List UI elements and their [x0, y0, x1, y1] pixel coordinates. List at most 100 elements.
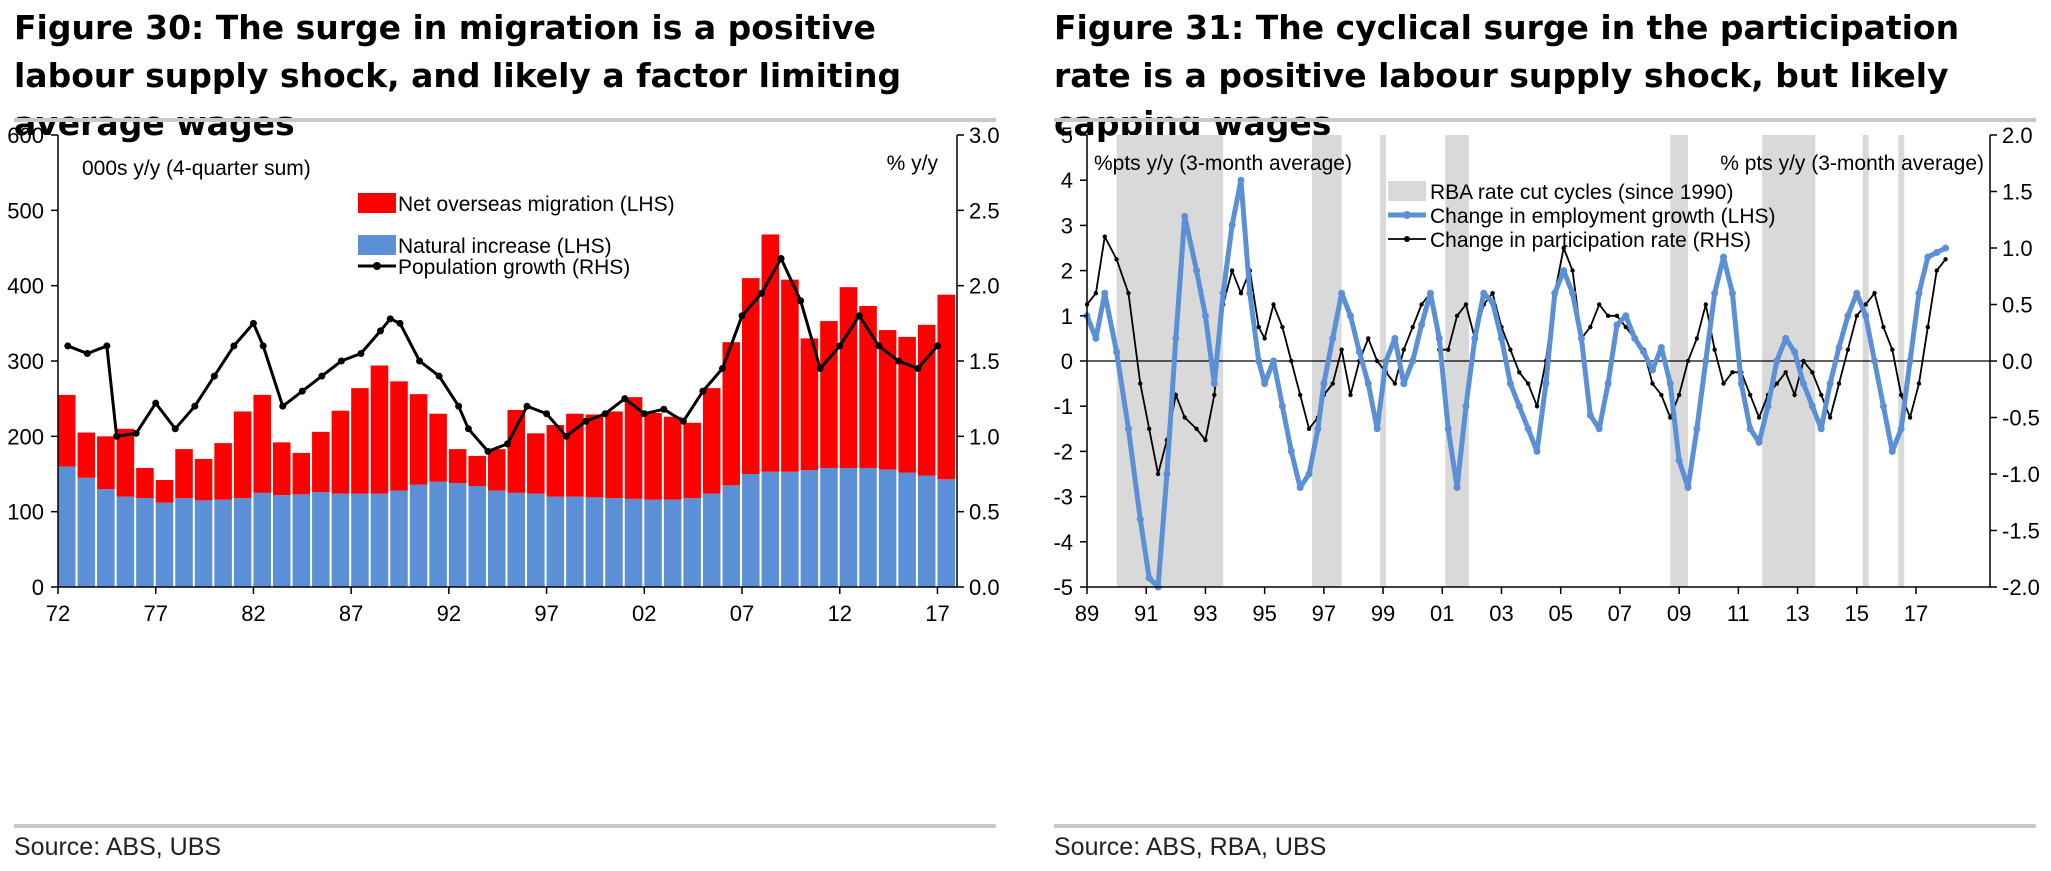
- natural-increase-bar: [233, 498, 252, 587]
- population-growth-point: [416, 357, 424, 365]
- y-tick-label-right: 2.0: [2002, 124, 2033, 148]
- population-growth-point: [279, 402, 287, 410]
- employment-growth-point: [1261, 380, 1269, 388]
- y-tick-label-left: -2: [1053, 439, 1073, 464]
- x-tick-label: 03: [1489, 601, 1513, 626]
- employment-growth-point: [1435, 334, 1443, 342]
- figure-30-panel: Figure 30: The surge in migration is a p…: [0, 0, 1010, 871]
- employment-growth-point: [1092, 334, 1100, 342]
- y-tick-label-left: 2: [1061, 259, 1073, 284]
- participation-rate-point: [1114, 257, 1119, 262]
- natural-increase-bar: [624, 498, 643, 587]
- employment-growth-point: [1346, 312, 1354, 320]
- natural-increase-bar: [742, 474, 760, 587]
- x-tick-label: 97: [1312, 601, 1336, 626]
- employment-growth-point: [1471, 334, 1479, 342]
- y-tick-label-right: 0.5: [969, 500, 1000, 525]
- population-growth-point: [298, 387, 306, 395]
- y-tick-label-right: 0.0: [969, 575, 1000, 600]
- employment-growth-point: [1296, 484, 1304, 492]
- x-tick-label: 02: [632, 601, 656, 626]
- employment-growth-point: [1533, 447, 1541, 455]
- x-tick-label: 82: [241, 601, 265, 626]
- x-tick-label: 97: [534, 601, 558, 626]
- employment-growth-point: [1515, 402, 1523, 410]
- population-growth-point: [758, 289, 766, 297]
- employment-growth-point: [1631, 334, 1639, 342]
- employment-growth-point: [1163, 470, 1171, 478]
- employment-growth-point: [1595, 425, 1603, 433]
- natural-increase-bar: [58, 466, 76, 587]
- employment-growth-point: [1942, 244, 1950, 252]
- employment-growth-point: [1702, 357, 1710, 365]
- population-growth-point: [738, 312, 746, 320]
- y-tick-label-left: 100: [7, 500, 44, 525]
- chart-figure-30: 0 100 200 300 400 500 600 0.0 0.5 1.0 1.5 2.0 2.5 3.0…: [7, 124, 1000, 626]
- net-migration-bar: [663, 416, 682, 500]
- natural-increase-bar: [468, 486, 486, 587]
- legend-label: Change in participation rate (RHS): [1430, 229, 1751, 252]
- x-tick-label: 99: [1371, 601, 1395, 626]
- employment-growth-point: [1506, 380, 1514, 388]
- natural-increase-bar: [820, 467, 838, 587]
- participation-rate-point: [1881, 324, 1886, 330]
- y-tick-label-right: -2.0: [2002, 575, 2040, 600]
- employment-growth-point: [1808, 402, 1816, 410]
- employment-growth-point: [1453, 484, 1461, 492]
- participation-rate-point: [1262, 336, 1267, 341]
- participation-rate-point: [1463, 302, 1469, 307]
- population-growth-point: [386, 315, 394, 323]
- net-migration-bar: [409, 394, 428, 485]
- net-migration-bar: [917, 324, 936, 476]
- population-growth-point: [337, 357, 345, 365]
- participation-rate-point: [1668, 415, 1673, 420]
- legend-label: RBA rate cut cycles (since 1990): [1430, 181, 1733, 204]
- employment-growth-point: [1746, 425, 1754, 433]
- participation-rate-point: [1446, 347, 1451, 352]
- participation-rate-point: [1605, 313, 1611, 318]
- participation-rate-point: [1256, 324, 1261, 330]
- employment-growth-point: [1675, 456, 1683, 464]
- employment-growth-point: [1228, 221, 1236, 229]
- employment-growth-point: [1711, 289, 1719, 297]
- employment-growth-point: [1693, 425, 1701, 433]
- participation-rate-point: [1155, 471, 1161, 477]
- net-migration-bar: [233, 411, 252, 499]
- population-growth-point: [836, 342, 844, 350]
- legend-label: Net overseas migration (LHS): [398, 193, 675, 216]
- net-migration-bar: [155, 480, 174, 503]
- natural-increase-bar: [351, 493, 369, 587]
- employment-growth-point: [1305, 470, 1313, 478]
- employment-growth-point: [1542, 380, 1550, 388]
- net-migration-bar: [781, 279, 799, 472]
- participation-rate-point: [1943, 257, 1948, 262]
- participation-rate-point: [1570, 268, 1575, 273]
- natural-increase-bar: [175, 498, 193, 587]
- participation-rate-point: [1845, 347, 1851, 352]
- x-tick-label: 07: [730, 601, 754, 626]
- population-growth-point: [318, 372, 326, 380]
- net-migration-bar: [585, 414, 604, 498]
- legend-label: Population growth (RHS): [398, 256, 630, 279]
- net-migration-bar: [116, 428, 135, 497]
- natural-increase-bar: [97, 489, 115, 587]
- population-growth-point: [894, 357, 902, 365]
- participation-rate-point: [1126, 291, 1131, 296]
- participation-rate-point: [1229, 268, 1235, 273]
- natural-increase-bar: [937, 479, 955, 587]
- participation-rate-point: [1863, 302, 1868, 307]
- legend-swatch-natural: [358, 235, 396, 255]
- employment-growth-point: [1355, 348, 1363, 356]
- employment-growth-point: [1329, 334, 1337, 342]
- x-tick-label: 11: [1727, 601, 1750, 626]
- natural-increase-bar: [702, 493, 721, 587]
- legend-label: Change in employment growth (LHS): [1430, 205, 1776, 228]
- net-migration-bar: [722, 342, 741, 486]
- y-tick-label-left: 400: [7, 274, 44, 299]
- participation-rate-point: [1898, 392, 1904, 398]
- employment-growth-point: [1524, 425, 1532, 433]
- natural-increase-bar: [644, 499, 662, 587]
- population-growth-point: [455, 402, 463, 410]
- net-migration-bar: [370, 365, 389, 494]
- participation-rate-point: [1810, 370, 1815, 375]
